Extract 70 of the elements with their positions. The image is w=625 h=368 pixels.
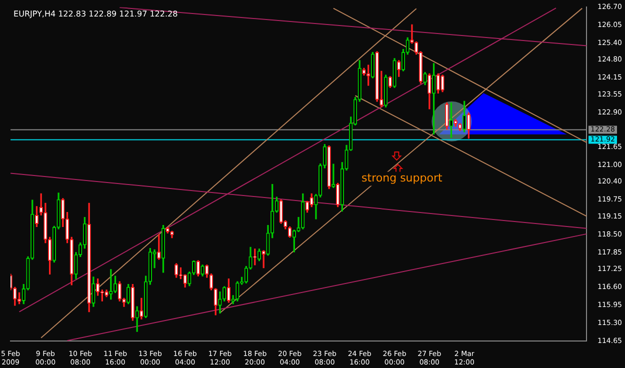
- candlestick: [292, 230, 296, 252]
- annotation: strong support: [362, 172, 443, 185]
- candlestick: [270, 184, 274, 238]
- candlestick: [214, 288, 218, 316]
- candlestick: [327, 145, 331, 190]
- candlestick: [148, 248, 152, 285]
- candlestick: [104, 290, 108, 298]
- candlestick: [266, 225, 270, 256]
- candlestick: [466, 112, 471, 139]
- candlestick: [157, 234, 161, 260]
- candlestick: [318, 163, 322, 198]
- candlestick: [92, 276, 96, 307]
- candlestick: [392, 58, 396, 88]
- candlestick: [244, 266, 248, 284]
- candlestick: [196, 260, 200, 276]
- candlestick: [388, 76, 392, 88]
- candlestick: [375, 51, 379, 102]
- candlestick: [366, 64, 370, 86]
- candlestick: [39, 193, 43, 216]
- candlestick: [200, 264, 204, 276]
- candlestick: [362, 68, 366, 76]
- candlestick: [332, 164, 336, 188]
- candlestick: [87, 202, 91, 312]
- candlestick: [166, 227, 170, 234]
- candlestick: [70, 236, 74, 286]
- candlestick: [449, 102, 454, 138]
- candlestick: [205, 264, 209, 278]
- candlestick: [231, 295, 235, 304]
- candlestick: [248, 246, 252, 270]
- candlestick: [135, 306, 139, 332]
- candlestick: [34, 206, 39, 228]
- candlestick: [209, 274, 214, 290]
- candlestick: [423, 72, 427, 86]
- candlestick: [428, 73, 432, 110]
- candlestick: [113, 276, 118, 294]
- candlestick: [61, 198, 65, 228]
- candlestick: [458, 123, 462, 131]
- candlestick: [174, 263, 178, 278]
- candlestick: [440, 74, 444, 92]
- candlestick: [183, 274, 187, 288]
- candlestick: [140, 298, 144, 320]
- candlestick: [305, 200, 310, 213]
- candlestick: [96, 278, 100, 296]
- candlestick: [118, 281, 122, 302]
- chart-title: EURJPY,H4 122.83 122.89 121.97 122.28: [14, 9, 178, 18]
- candlestick: [436, 73, 440, 94]
- candlestick: [122, 298, 126, 307]
- candlestick: [109, 269, 113, 300]
- candlestick: [301, 193, 305, 230]
- candlestick: [358, 60, 362, 102]
- candlestick: [322, 144, 327, 168]
- candlestick: [384, 74, 388, 108]
- candlestick: [226, 278, 231, 303]
- candlestick: [410, 24, 414, 44]
- candlestick: [65, 212, 70, 244]
- candlestick: [462, 100, 466, 132]
- candlestick: [370, 52, 375, 78]
- candlestick: [314, 194, 318, 220]
- candlestick: [218, 292, 222, 314]
- candlestick: [222, 286, 226, 302]
- candlestick: [236, 281, 240, 302]
- candlestick: [279, 200, 283, 224]
- candlestick: [380, 70, 384, 108]
- candlestick: [454, 119, 458, 127]
- candlestick: [17, 292, 22, 304]
- candlestick: [170, 230, 174, 238]
- candlestick: [161, 225, 166, 273]
- candlestick: [144, 276, 148, 318]
- candlestick: [253, 248, 257, 266]
- candlestick: [336, 182, 340, 208]
